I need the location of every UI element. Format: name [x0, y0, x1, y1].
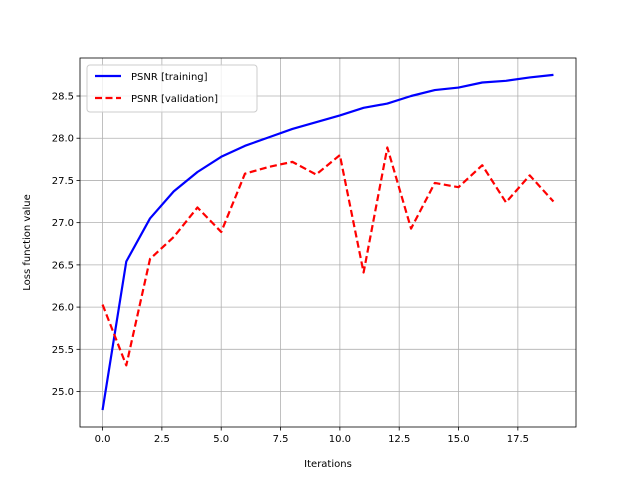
y-tick-label: 28.0	[52, 134, 74, 145]
y-tick-label: 26.5	[52, 260, 74, 271]
y-tick-label: 27.5	[52, 176, 74, 187]
series-layer	[101, 73, 555, 411]
x-axis-title: Iterations	[304, 459, 352, 470]
x-tick-label: 12.5	[388, 434, 410, 445]
legend: PSNR [training] PSNR [validation]	[86, 64, 258, 113]
legend-label-validation: PSNR [validation]	[131, 94, 218, 105]
y-tick-label: 28.5	[52, 91, 74, 102]
x-tick-label: 17.5	[507, 434, 529, 445]
y-tick-label: 27.0	[52, 218, 74, 229]
x-tick-label: 7.5	[273, 434, 289, 445]
grid-layer	[80, 58, 576, 427]
x-tick-label: 2.5	[154, 434, 170, 445]
legend-box	[86, 64, 258, 113]
y-tick-label: 25.5	[52, 345, 74, 356]
x-tick-label: 15.0	[447, 434, 469, 445]
y-tick-label: 26.0	[52, 303, 74, 314]
y-axis-title: Loss function value	[22, 194, 33, 290]
series-line-training	[101, 73, 554, 411]
x-tick-label: 5.0	[213, 434, 229, 445]
series-line-validation	[101, 146, 555, 367]
legend-label-training: PSNR [training]	[131, 72, 208, 83]
tick-layer: 0.0 2.5 5.0 7.5 10.0 12.5 15.0 17.5 25.0 25.5 26.0…	[52, 91, 529, 445]
x-tick-label: 0.0	[95, 434, 111, 445]
x-tick-label: 10.0	[329, 434, 351, 445]
y-tick-label: 25.0	[52, 387, 74, 398]
plot-frame	[79, 57, 577, 428]
